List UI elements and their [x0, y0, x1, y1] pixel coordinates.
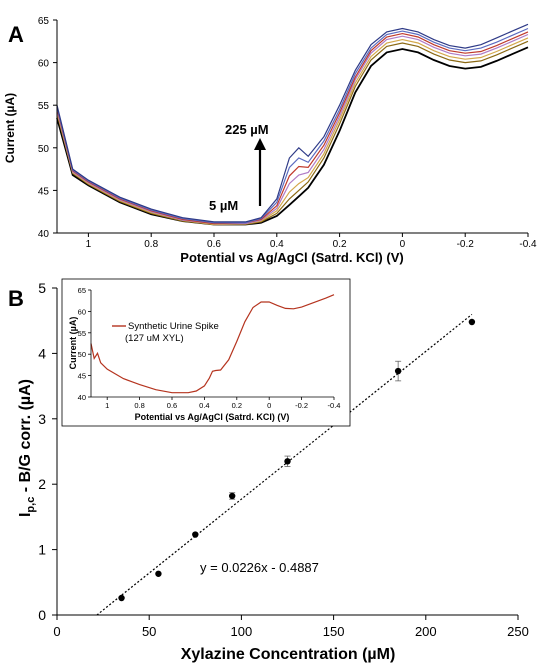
panel-label-b: B — [8, 286, 24, 311]
panel-b-y-tick-label: 2 — [38, 476, 46, 492]
inset-x-tick-label: 0.4 — [199, 401, 209, 410]
inset-legend-line2: (127 uM XYL) — [125, 333, 184, 344]
panel-a-series-line-3 — [56, 37, 529, 226]
inset-y-tick-label: 55 — [78, 329, 86, 338]
panel-b-y-tick-label: 1 — [38, 542, 46, 558]
inset-chart: 1 0.8 0.6 0.4 0.2 0 -0.2 -0.4 40 45 50 55 60 65 Pote… — [61, 278, 351, 427]
inset-x-tick-label: 0.6 — [167, 401, 177, 410]
inset-frame — [61, 278, 351, 427]
panel-b-y-ticks: 0 1 2 3 4 5 — [38, 280, 57, 623]
panel-label-a: A — [8, 22, 24, 47]
panel-a-x-tick-label: 1 — [86, 239, 92, 250]
panel-a-y-tick-label: 55 — [38, 101, 50, 112]
inset-y-tick-label: 50 — [78, 350, 86, 359]
y-label-rest: - B/G corr. (µA) — [17, 379, 34, 497]
panel-a-y-ticks: 40 45 50 55 60 65 — [38, 16, 57, 240]
panel-b-y-tick-label: 0 — [38, 607, 46, 623]
inset-x-tick-label: 0.2 — [232, 401, 242, 410]
data-point — [284, 458, 291, 465]
inset-x-tick-label: -0.2 — [295, 401, 308, 410]
inset-legend-line1: Synthetic Urine Spike — [128, 321, 219, 332]
panel-b-x-tick-label: 150 — [323, 624, 345, 639]
panel-b-x-axis-label: Xylazine Concentration (µM) — [181, 646, 396, 663]
panel-b-y-tick-label: 3 — [38, 411, 46, 427]
panel-a-y-tick-label: 65 — [38, 16, 50, 27]
panel-a-series-group — [56, 23, 529, 226]
data-point — [118, 594, 125, 602]
panel-b-y-tick-label: 4 — [38, 345, 46, 361]
inset-y-axis-label: Current (µA) — [68, 317, 78, 370]
increase-arrow-head — [254, 138, 266, 150]
inset-x-ticks: 1 0.8 0.6 0.4 0.2 0 -0.2 -0.4 — [105, 397, 340, 410]
data-point — [228, 492, 236, 500]
inset-y-tick-label: 65 — [78, 286, 86, 295]
panel-a-series-line-4 — [56, 33, 529, 225]
panel-a-series-line-7 — [56, 23, 529, 223]
panel-b-x-tick-label: 100 — [231, 624, 253, 639]
panel-b-x-tick-label: 250 — [507, 624, 529, 639]
panel-a-x-tick-label: 0.2 — [333, 239, 347, 250]
panel-a-x-tick-label: -0.4 — [519, 239, 537, 250]
inset-x-tick-label: -0.4 — [328, 401, 341, 410]
panel-a-x-tick-label: 0.6 — [207, 239, 221, 250]
panel-a-y-tick-label: 60 — [38, 59, 50, 70]
inset-x-tick-label: 0.8 — [134, 401, 144, 410]
annotation-5um: 5 µM — [209, 198, 238, 213]
inset-y-tick-label: 60 — [78, 307, 86, 316]
panel-a-x-tick-label: 0.8 — [144, 239, 158, 250]
inset-series-line — [90, 294, 335, 394]
panel-a-series-line-5 — [56, 31, 529, 225]
data-point — [394, 367, 402, 375]
inset-x-axis-label: Potential vs Ag/AgCl (Satrd. KCl) (V) — [135, 412, 290, 422]
panel-b-y-tick-label: 5 — [38, 280, 46, 296]
panel-b-x-tick-label: 200 — [415, 624, 437, 639]
inset-y-tick-label: 45 — [78, 372, 86, 381]
panel-b-x-tick-label: 50 — [142, 624, 156, 639]
data-point — [155, 570, 162, 577]
y-label-main: I — [17, 513, 34, 517]
panel-a-y-tick-label: 40 — [38, 229, 50, 240]
panel-a-series-line-6 — [56, 27, 529, 224]
trendline — [96, 313, 473, 616]
data-point — [192, 531, 199, 538]
panel-a-series-line-2 — [56, 40, 529, 226]
data-point — [468, 318, 476, 326]
inset-series-group — [90, 294, 335, 394]
panel-b-y-axis-label: Ip,c - B/G corr. (µA) — [17, 379, 37, 517]
inset-x-tick-label: 1 — [105, 401, 109, 410]
panel-a-x-tick-label: 0.4 — [270, 239, 284, 250]
panel-b-x-tick-label: 0 — [53, 624, 60, 639]
panel-a-chart: 1 0.8 0.6 0.4 0.2 0 -0.2 -0.4 40 45 50 55 60 65 Pote… — [3, 16, 537, 265]
panel-a-y-tick-label: 45 — [38, 186, 50, 197]
inset-x-tick-label: 0 — [267, 401, 271, 410]
y-label-sub: p,c — [25, 497, 37, 513]
trendline-equation: y = 0.0226x - 0.4887 — [200, 560, 319, 575]
panel-a-y-axis-label: Current (µA) — [3, 93, 17, 163]
inset-y-ticks: 40 45 50 55 60 65 — [78, 286, 91, 402]
panel-a-series-line-1 — [56, 46, 529, 226]
panel-b-x-ticks: 0 50 100 150 200 250 — [53, 615, 529, 639]
panel-a-y-tick-label: 50 — [38, 144, 50, 155]
inset-y-tick-label: 40 — [78, 393, 86, 402]
panel-a-x-axis-label: Potential vs Ag/AgCl (Satrd. KCl) (V) — [180, 250, 403, 265]
panel-a-x-tick-label: 0 — [400, 239, 406, 250]
panel-a-x-ticks: 1 0.8 0.6 0.4 0.2 0 -0.2 -0.4 — [86, 233, 537, 250]
panel-a-x-tick-label: -0.2 — [457, 239, 475, 250]
annotation-225um: 225 µM — [225, 122, 269, 137]
panel-b-trendline-group — [96, 313, 473, 616]
